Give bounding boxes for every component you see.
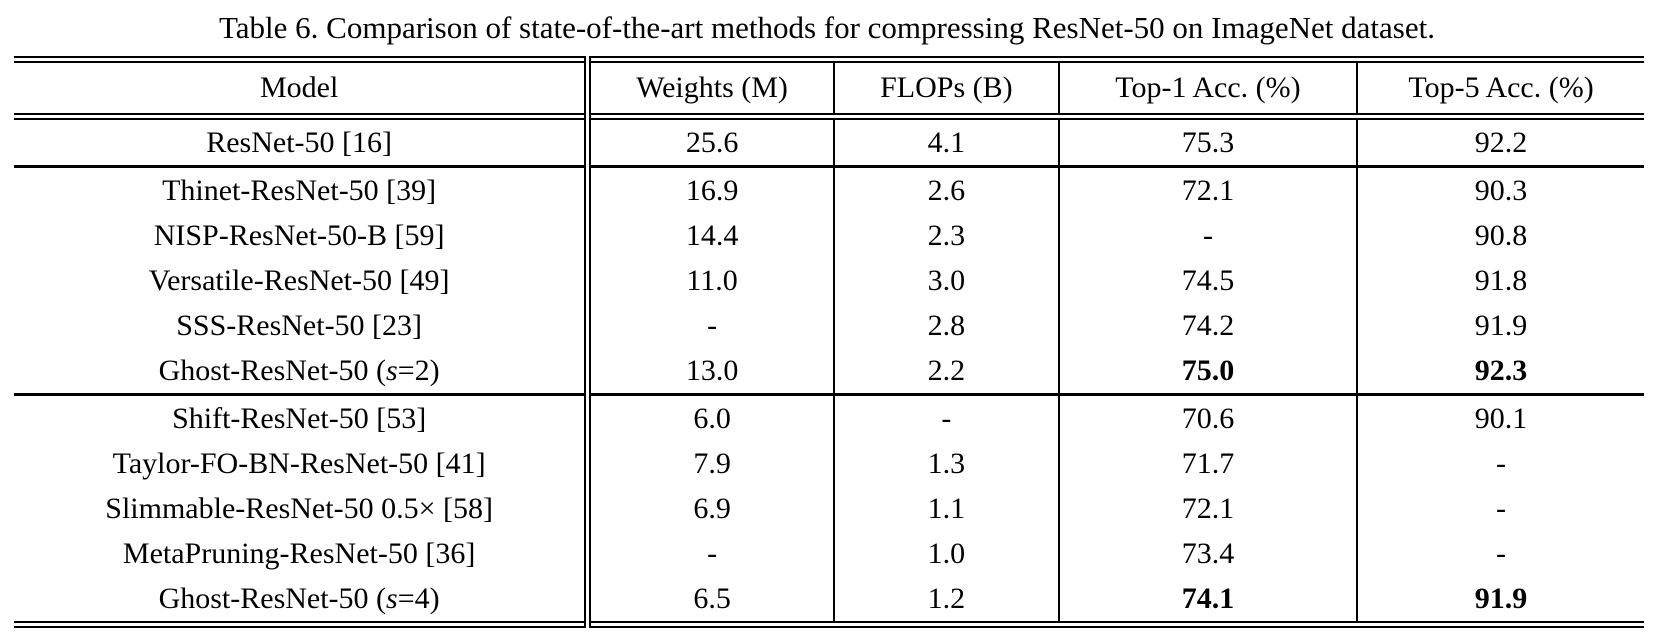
top5-cell: 90.8 bbox=[1474, 219, 1528, 252]
weights-cell: 6.0 bbox=[587, 394, 835, 441]
model-cell: Ghost-ResNet-50 (s=2) bbox=[14, 348, 592, 395]
table-row: MetaPruning-ResNet-50 [36] - 1.0 73.4 - bbox=[14, 531, 1644, 576]
flops-cell: 3.0 bbox=[833, 258, 1060, 303]
top1-cell: 73.4 bbox=[1058, 531, 1359, 576]
column-header-flops: FLOPs (B) bbox=[833, 59, 1060, 117]
top1-cell: - bbox=[1058, 213, 1359, 258]
model-cell: Taylor-FO-BN-ResNet-50 [41] bbox=[14, 441, 592, 486]
table-row: Ghost-ResNet-50 (s=2) 13.0 2.2 75.0 92.3 bbox=[14, 348, 1644, 395]
column-header-model: Model bbox=[14, 59, 592, 117]
top1-cell: 74.1 bbox=[1058, 576, 1359, 625]
weights-cell: 6.5 bbox=[587, 576, 835, 625]
model-cell: NISP-ResNet-50-B [59] bbox=[14, 213, 592, 258]
top1-cell: 74.2 bbox=[1058, 303, 1359, 348]
flops-cell: 2.3 bbox=[833, 213, 1060, 258]
table-row: Taylor-FO-BN-ResNet-50 [41] 7.9 1.3 71.7… bbox=[14, 441, 1644, 486]
weights-cell: 16.9 bbox=[587, 166, 835, 213]
model-text: Ghost-ResNet-50 ( bbox=[158, 354, 387, 387]
model-variable-s: s bbox=[386, 354, 398, 387]
column-header-weights: Weights (M) bbox=[587, 59, 835, 117]
weights-cell: 13.0 bbox=[587, 348, 835, 395]
model-text: =2) bbox=[397, 354, 440, 387]
top5-cell: 91.8 bbox=[1474, 264, 1528, 297]
column-header-top1: Top-1 Acc. (%) bbox=[1058, 59, 1359, 117]
top5-cell: 91.9 bbox=[1474, 309, 1528, 342]
top5-cell: - bbox=[1496, 537, 1507, 570]
weights-cell: 25.6 bbox=[587, 116, 835, 167]
flops-cell: - bbox=[833, 394, 1060, 441]
model-cell: Slimmable-ResNet-50 0.5× [58] bbox=[14, 486, 592, 531]
top5-cell: - bbox=[1496, 492, 1507, 525]
table-row: Shift-ResNet-50 [53] 6.0 - 70.6 90.1 bbox=[14, 394, 1644, 441]
top1-cell: 72.1 bbox=[1058, 486, 1359, 531]
top5-cell: 91.9 bbox=[1474, 582, 1528, 615]
table-row: Ghost-ResNet-50 (s=4) 6.5 1.2 74.1 91.9 bbox=[14, 576, 1644, 625]
flops-cell: 2.6 bbox=[833, 166, 1060, 213]
top5-cell: - bbox=[1496, 447, 1507, 480]
table-row: SSS-ResNet-50 [23] - 2.8 74.2 91.9 bbox=[14, 303, 1644, 348]
flops-cell: 1.1 bbox=[833, 486, 1060, 531]
table-row: Slimmable-ResNet-50 0.5× [58] 6.9 1.1 72… bbox=[14, 486, 1644, 531]
flops-cell: 1.3 bbox=[833, 441, 1060, 486]
table-row: NISP-ResNet-50-B [59] 14.4 2.3 - 90.8 bbox=[14, 213, 1644, 258]
top5-cell: 92.3 bbox=[1474, 354, 1528, 387]
top1-cell: 74.5 bbox=[1058, 258, 1359, 303]
flops-cell: 1.0 bbox=[833, 531, 1060, 576]
flops-cell: 2.8 bbox=[833, 303, 1060, 348]
model-text: Ghost-ResNet-50 ( bbox=[158, 582, 387, 615]
weights-cell: 7.9 bbox=[587, 441, 835, 486]
table-row: ResNet-50 [16] 25.6 4.1 75.3 92.2 bbox=[14, 116, 1644, 167]
flops-cell: 2.2 bbox=[833, 348, 1060, 395]
table-header-row: Model Weights (M) FLOPs (B) Top-1 Acc. (… bbox=[14, 59, 1644, 117]
top1-cell: 70.6 bbox=[1058, 394, 1359, 441]
flops-cell: 4.1 bbox=[833, 116, 1060, 167]
top5-cell: 90.3 bbox=[1474, 174, 1528, 207]
top1-cell: 72.1 bbox=[1058, 166, 1359, 213]
comparison-table: Model Weights (M) FLOPs (B) Top-1 Acc. (… bbox=[14, 56, 1644, 628]
table-caption: Table 6. Comparison of state-of-the-art … bbox=[219, 10, 1435, 45]
top1-cell: 75.3 bbox=[1058, 116, 1359, 167]
table-row: Versatile-ResNet-50 [49] 11.0 3.0 74.5 9… bbox=[14, 258, 1644, 303]
model-cell: ResNet-50 [16] bbox=[14, 116, 592, 167]
model-cell: Ghost-ResNet-50 (s=4) bbox=[14, 576, 592, 625]
column-header-top5: Top-5 Acc. (%) bbox=[1408, 71, 1594, 104]
weights-cell: 14.4 bbox=[587, 213, 835, 258]
flops-cell: 1.2 bbox=[833, 576, 1060, 625]
top5-cell: 90.1 bbox=[1474, 402, 1528, 435]
weights-cell: 11.0 bbox=[587, 258, 835, 303]
weights-cell: - bbox=[587, 303, 835, 348]
model-cell: SSS-ResNet-50 [23] bbox=[14, 303, 592, 348]
table-row: Thinet-ResNet-50 [39] 16.9 2.6 72.1 90.3 bbox=[14, 166, 1644, 213]
weights-cell: - bbox=[587, 531, 835, 576]
top1-cell: 71.7 bbox=[1058, 441, 1359, 486]
model-cell: Shift-ResNet-50 [53] bbox=[14, 394, 592, 441]
top1-cell: 75.0 bbox=[1058, 348, 1359, 395]
top5-cell: 92.2 bbox=[1474, 126, 1528, 159]
model-cell: Thinet-ResNet-50 [39] bbox=[14, 166, 592, 213]
model-cell: Versatile-ResNet-50 [49] bbox=[14, 258, 592, 303]
model-variable-s: s bbox=[386, 582, 398, 615]
model-cell: MetaPruning-ResNet-50 [36] bbox=[14, 531, 592, 576]
weights-cell: 6.9 bbox=[587, 486, 835, 531]
model-text: =4) bbox=[397, 582, 440, 615]
